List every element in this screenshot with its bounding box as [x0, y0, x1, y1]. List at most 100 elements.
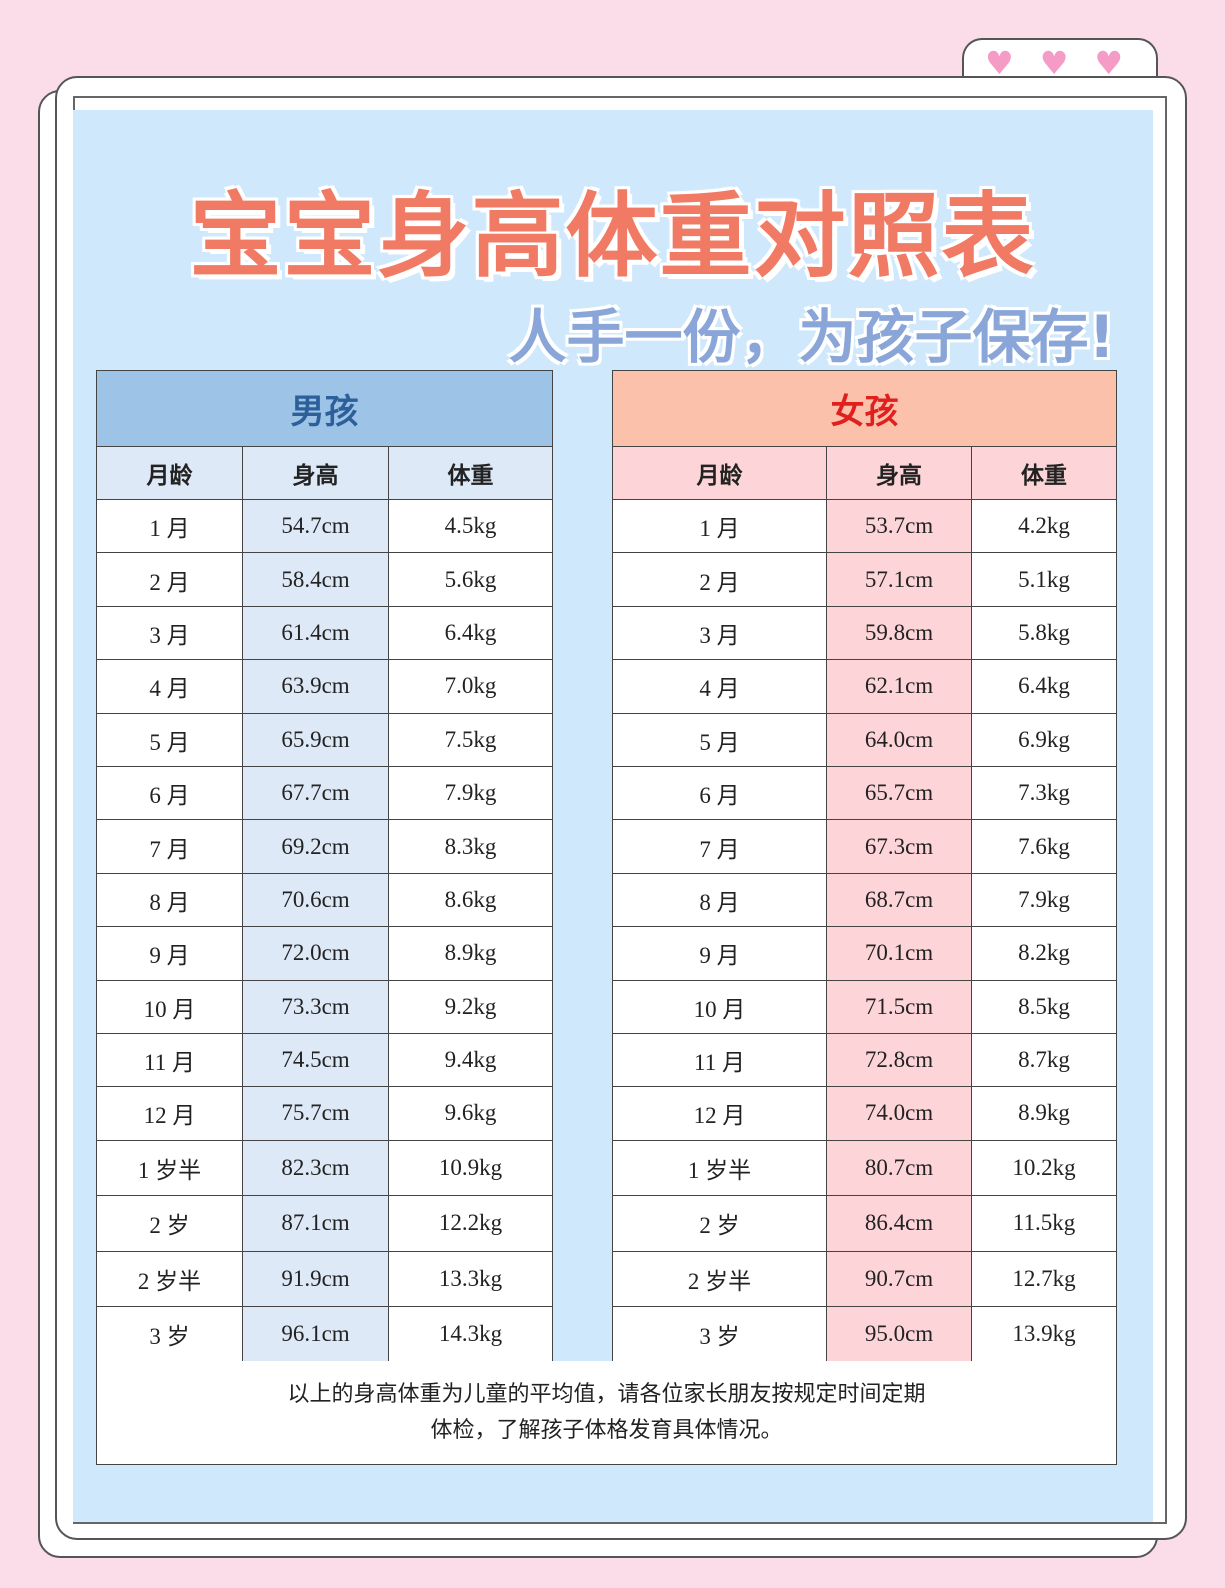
table-row: 9 月 70.1cm 8.2kg [612, 926, 1117, 981]
table-row: 6 月 67.7cm 7.9kg [96, 765, 553, 821]
weight-cell: 7.9kg [971, 872, 1117, 928]
age-cell: 6 月 [96, 765, 243, 821]
age-cell: 9 月 [96, 926, 243, 981]
height-cell: 68.7cm [826, 872, 972, 928]
table-row: 10 月 73.3cm 9.2kg [96, 979, 553, 1034]
heart-icon: ♥ [1039, 44, 1069, 82]
heart-icon: ♥ [985, 44, 1014, 82]
hearts-decoration: ♥ ♥ ♥ [985, 44, 1123, 82]
table-row: 2 月 58.4cm 5.6kg [96, 552, 553, 607]
page-subtitle: 人手一份，为孩子保存! [508, 303, 1115, 371]
height-cell: 95.0cm [826, 1306, 972, 1363]
age-cell: 4 月 [96, 659, 243, 714]
weight-cell: 4.5kg [388, 498, 553, 554]
age-cell: 3 岁 [612, 1306, 827, 1363]
age-cell: 11 月 [96, 1032, 243, 1088]
height-cell: 74.0cm [826, 1086, 972, 1141]
height-cell: 70.1cm [826, 926, 972, 981]
girls-header: 女孩 [612, 370, 1117, 447]
table-row: 11 月 72.8cm 8.7kg [612, 1032, 1117, 1088]
weight-cell: 8.5kg [971, 979, 1117, 1034]
height-cell: 64.0cm [826, 712, 972, 767]
age-cell: 7 月 [612, 819, 827, 874]
height-cell: 96.1cm [242, 1306, 389, 1363]
age-cell: 10 月 [96, 979, 243, 1034]
girls-table: 女孩 月龄 身高 体重 1 月 53.7cm 4.2kg 2 月 57.1cm 5.1kg… [612, 370, 1117, 1363]
height-cell: 82.3cm [242, 1139, 389, 1197]
age-cell: 12 月 [612, 1086, 827, 1141]
age-cell: 2 岁 [96, 1195, 243, 1252]
age-cell: 2 岁 [612, 1195, 827, 1252]
height-cell: 73.3cm [242, 979, 389, 1034]
height-cell: 65.7cm [826, 765, 972, 821]
height-cell: 58.4cm [242, 552, 389, 607]
age-cell: 3 月 [612, 605, 827, 661]
table-row: 8 月 68.7cm 7.9kg [612, 872, 1117, 928]
table-row: 2 岁半 90.7cm 12.7kg [612, 1250, 1117, 1308]
weight-cell: 10.9kg [388, 1139, 553, 1197]
weight-cell: 7.5kg [388, 712, 553, 767]
age-cell: 4 月 [612, 659, 827, 714]
table-row: 1 月 53.7cm 4.2kg [612, 498, 1117, 554]
age-cell: 2 月 [96, 552, 243, 607]
weight-cell: 7.6kg [971, 819, 1117, 874]
weight-cell: 10.2kg [971, 1139, 1117, 1197]
table-row: 5 月 64.0cm 6.9kg [612, 712, 1117, 767]
height-cell: 62.1cm [826, 659, 972, 714]
age-cell: 2 月 [612, 552, 827, 607]
age-cell: 7 月 [96, 819, 243, 874]
boys-rows: 1 月 54.7cm 4.5kg 2 月 58.4cm 5.6kg 3 月 61.4cm 6.4… [96, 498, 553, 1363]
table-row: 2 月 57.1cm 5.1kg [612, 552, 1117, 607]
age-cell: 2 岁半 [612, 1250, 827, 1308]
age-cell: 10 月 [612, 979, 827, 1034]
table-row: 11 月 74.5cm 9.4kg [96, 1032, 553, 1088]
height-cell: 65.9cm [242, 712, 389, 767]
age-cell: 1 岁半 [96, 1139, 243, 1197]
age-cell: 12 月 [96, 1086, 243, 1141]
age-cell: 8 月 [612, 872, 827, 928]
table-row: 4 月 62.1cm 6.4kg [612, 659, 1117, 714]
weight-cell: 14.3kg [388, 1306, 553, 1363]
weight-cell: 7.0kg [388, 659, 553, 714]
age-cell: 11 月 [612, 1032, 827, 1088]
table-row: 2 岁 87.1cm 12.2kg [96, 1195, 553, 1252]
weight-cell: 9.2kg [388, 979, 553, 1034]
height-cell: 72.0cm [242, 926, 389, 981]
height-cell: 71.5cm [826, 979, 972, 1034]
height-cell: 61.4cm [242, 605, 389, 661]
weight-cell: 6.4kg [388, 605, 553, 661]
weight-cell: 12.7kg [971, 1250, 1117, 1308]
table-row: 12 月 74.0cm 8.9kg [612, 1086, 1117, 1141]
height-cell: 67.7cm [242, 765, 389, 821]
age-cell: 1 月 [612, 498, 827, 554]
height-cell: 75.7cm [242, 1086, 389, 1141]
table-row: 8 月 70.6cm 8.6kg [96, 872, 553, 928]
footer-line: 以上的身高体重为儿童的平均值，请各位家长朋友按规定时间定期 [287, 1382, 926, 1407]
height-cell: 91.9cm [242, 1250, 389, 1308]
age-cell: 2 岁半 [96, 1250, 243, 1308]
height-cell: 53.7cm [826, 498, 972, 554]
height-cell: 72.8cm [826, 1032, 972, 1088]
height-cell: 59.8cm [826, 605, 972, 661]
footer-note: 以上的身高体重为儿童的平均值，请各位家长朋友按规定时间定期 体检，了解孩子体格发… [96, 1361, 1117, 1465]
table-row: 10 月 71.5cm 8.5kg [612, 979, 1117, 1034]
table-row: 6 月 65.7cm 7.3kg [612, 765, 1117, 821]
table-row: 3 月 59.8cm 5.8kg [612, 605, 1117, 661]
weight-cell: 5.6kg [388, 552, 553, 607]
height-cell: 63.9cm [242, 659, 389, 714]
table-row: 4 月 63.9cm 7.0kg [96, 659, 553, 714]
table-row: 5 月 65.9cm 7.5kg [96, 712, 553, 767]
age-cell: 3 岁 [96, 1306, 243, 1363]
weight-cell: 7.9kg [388, 765, 553, 821]
weight-cell: 6.4kg [971, 659, 1117, 714]
height-cell: 69.2cm [242, 819, 389, 874]
heart-icon: ♥ [1094, 44, 1124, 82]
height-cell: 86.4cm [826, 1195, 972, 1252]
girls-rows: 1 月 53.7cm 4.2kg 2 月 57.1cm 5.1kg 3 月 59.8cm 5.8… [612, 498, 1117, 1363]
table-row: 1 月 54.7cm 4.5kg [96, 498, 553, 554]
age-cell: 8 月 [96, 872, 243, 928]
height-cell: 74.5cm [242, 1032, 389, 1088]
table-row: 7 月 67.3cm 7.6kg [612, 819, 1117, 874]
weight-cell: 8.6kg [388, 872, 553, 928]
weight-cell: 8.2kg [971, 926, 1117, 981]
